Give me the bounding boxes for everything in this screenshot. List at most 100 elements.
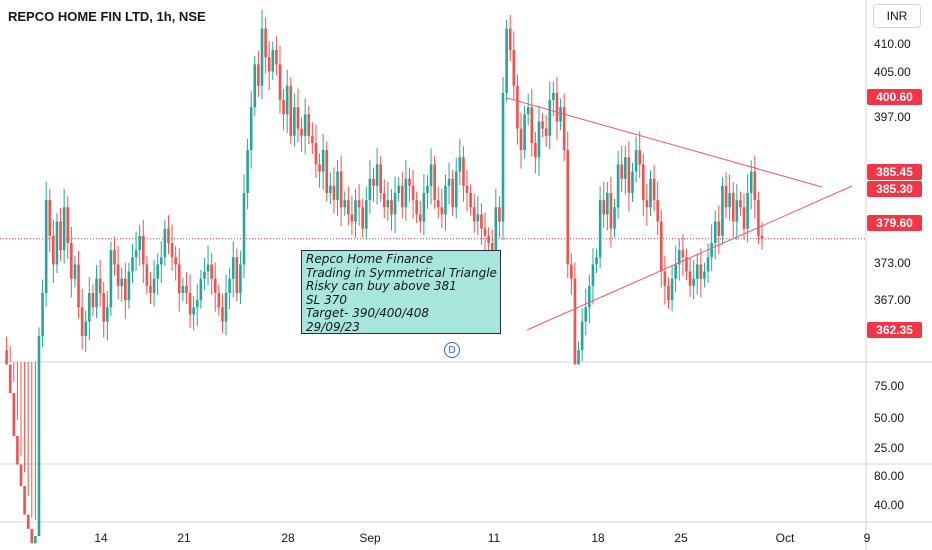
candle-body — [289, 85, 293, 136]
candle-body — [742, 207, 746, 229]
candle-body — [562, 107, 566, 151]
candle-body — [465, 185, 469, 193]
candle-body — [382, 192, 386, 208]
candle-body — [224, 293, 228, 322]
candle-body — [534, 142, 537, 158]
candle-body — [516, 85, 519, 129]
candle-body — [131, 257, 134, 272]
candle-body — [41, 293, 44, 336]
candle-body — [724, 185, 728, 208]
candle-body — [347, 200, 350, 215]
candle-body — [620, 164, 624, 179]
indicator-axis-label: 75.00 — [874, 379, 905, 393]
currency-selector[interactable]: INR — [873, 4, 921, 28]
candle-body — [149, 285, 152, 294]
candle-body — [444, 185, 447, 215]
candle-body — [325, 150, 329, 193]
time-axis-label: Oct — [775, 531, 795, 545]
candle-body — [490, 243, 494, 251]
time-axis-label: 25 — [674, 531, 688, 545]
time-axis-label: Sep — [359, 531, 381, 545]
candle-body — [476, 214, 480, 222]
candle-body — [573, 278, 577, 365]
candle-body — [318, 164, 321, 172]
candle-body — [685, 257, 688, 272]
candle-body — [523, 114, 526, 151]
candle-body — [400, 185, 404, 208]
candle-body — [66, 207, 70, 244]
candle-body — [192, 307, 195, 315]
candle-body — [303, 114, 307, 136]
candle-body — [681, 250, 685, 258]
candle-body — [267, 57, 271, 72]
candle-body — [210, 264, 213, 279]
upper-trendline — [506, 97, 823, 188]
candle-body — [343, 200, 347, 208]
candle-body — [152, 278, 156, 294]
dividend-marker-icon[interactable]: D — [444, 342, 460, 358]
candle-body — [231, 257, 235, 279]
candle-body — [365, 200, 368, 229]
candle-body — [77, 264, 80, 308]
candle-body — [645, 200, 649, 208]
candle-body — [713, 221, 717, 244]
candle-body — [170, 243, 174, 258]
candle-body — [48, 200, 52, 236]
candle-body — [34, 536, 37, 544]
candle-body — [746, 192, 749, 229]
candle-body — [257, 64, 260, 86]
candle-body — [548, 100, 552, 136]
candle-body — [480, 214, 483, 229]
candle-body — [526, 107, 530, 115]
candle-body — [494, 207, 498, 251]
candle-body — [670, 278, 674, 301]
candle-body — [440, 207, 444, 215]
candle-body — [80, 307, 84, 336]
price-axis-label: 405.00 — [874, 65, 911, 79]
candle-body — [88, 293, 91, 322]
candle-body — [203, 271, 206, 279]
triangle-trendlines[interactable] — [506, 97, 853, 331]
candle-body — [177, 264, 181, 294]
candle-body — [433, 164, 436, 201]
candle-body — [314, 142, 318, 165]
candle-body — [145, 264, 149, 286]
candle-body — [357, 200, 361, 208]
note-line: Repco Home Finance — [306, 252, 434, 266]
candle-body — [721, 185, 724, 236]
candle-body — [329, 185, 332, 193]
candle-body — [641, 164, 645, 201]
price-tag-low: 362.35 — [867, 322, 922, 338]
candle-body — [472, 207, 476, 222]
time-axis-label: 18 — [591, 531, 605, 545]
candle-body — [530, 107, 534, 143]
candle-body — [426, 185, 429, 193]
candle-body — [278, 64, 282, 101]
candle-body — [710, 243, 713, 258]
candle-body — [275, 50, 278, 65]
candle-body — [163, 228, 167, 258]
candle-body — [487, 235, 490, 244]
time-axis-label: 9 — [863, 531, 871, 545]
candle-body — [408, 178, 411, 186]
time-axis-label: 14 — [94, 531, 108, 545]
candle-body — [436, 200, 440, 208]
symbol-title[interactable]: REPCO HOME FIN LTD, 1h, NSE — [8, 9, 206, 24]
candle-body — [591, 264, 595, 286]
candle-body — [541, 121, 544, 129]
candle-body — [469, 192, 472, 208]
candle-body — [188, 293, 192, 315]
candle-body — [206, 264, 210, 272]
candle-body — [98, 278, 102, 294]
candle-body — [677, 250, 681, 265]
candle-body — [429, 164, 433, 186]
analysis-note[interactable]: Repco Home Finance Trading in Symmetrica… — [301, 250, 501, 334]
candle-body — [332, 185, 336, 201]
candle-body — [249, 107, 253, 151]
candle-body — [84, 321, 88, 336]
candle-body — [537, 121, 541, 158]
candlestick-series — [5, 10, 764, 544]
candle-body — [339, 171, 343, 208]
